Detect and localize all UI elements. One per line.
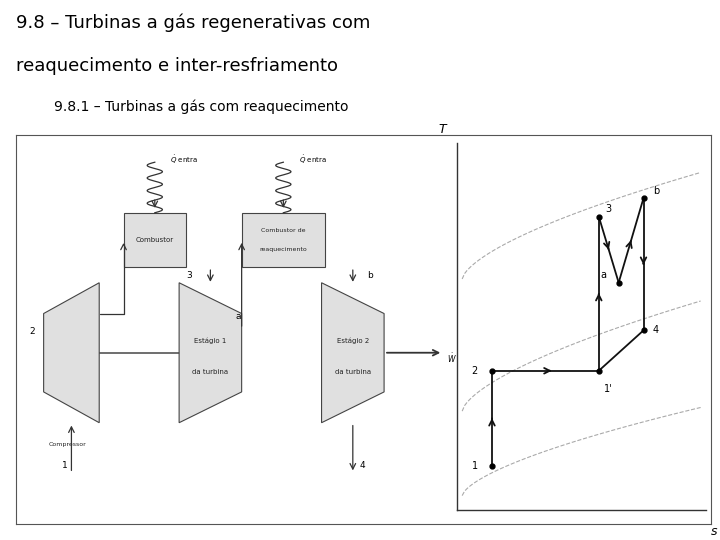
Text: b: b: [367, 271, 373, 280]
Text: reaquecimento e inter-resfriamento: reaquecimento e inter-resfriamento: [16, 57, 338, 75]
Text: 4: 4: [653, 326, 659, 335]
Text: 4: 4: [360, 461, 365, 470]
Text: 1: 1: [62, 461, 68, 470]
Text: a: a: [600, 271, 607, 280]
Text: 3: 3: [186, 271, 192, 280]
Polygon shape: [44, 283, 99, 423]
Polygon shape: [322, 283, 384, 423]
FancyBboxPatch shape: [242, 213, 325, 267]
Text: Compressor: Compressor: [49, 442, 87, 447]
Text: da turbina: da turbina: [335, 369, 371, 375]
Polygon shape: [179, 283, 242, 423]
Text: T: T: [438, 123, 446, 136]
Text: Combustor: Combustor: [136, 237, 174, 243]
Text: s: s: [711, 525, 717, 538]
Text: 1': 1': [604, 384, 613, 394]
Text: Estágio 1: Estágio 1: [194, 338, 227, 345]
Text: reaquecimento: reaquecimento: [259, 247, 307, 252]
Text: $\dot{Q}$ entra: $\dot{Q}$ entra: [170, 153, 198, 166]
Text: 2: 2: [30, 327, 35, 336]
Text: 9.8.1 – Turbinas a gás com reaquecimento: 9.8.1 – Turbinas a gás com reaquecimento: [54, 100, 348, 114]
Text: $\dot{Q}$ entra: $\dot{Q}$ entra: [299, 153, 326, 166]
Text: b: b: [653, 186, 659, 196]
FancyBboxPatch shape: [124, 213, 186, 267]
Text: Estágio 2: Estágio 2: [337, 338, 369, 345]
Text: a: a: [235, 312, 241, 321]
Text: 2: 2: [472, 366, 477, 376]
Text: 1: 1: [472, 461, 477, 471]
Text: $\dot{W}$ ciclo: $\dot{W}$ ciclo: [446, 352, 475, 366]
Text: 3: 3: [606, 204, 612, 214]
Text: Combustor de: Combustor de: [261, 228, 305, 233]
Text: 9.8 – Turbinas a gás regenerativas com: 9.8 – Turbinas a gás regenerativas com: [16, 14, 370, 32]
Text: da turbina: da turbina: [192, 369, 228, 375]
